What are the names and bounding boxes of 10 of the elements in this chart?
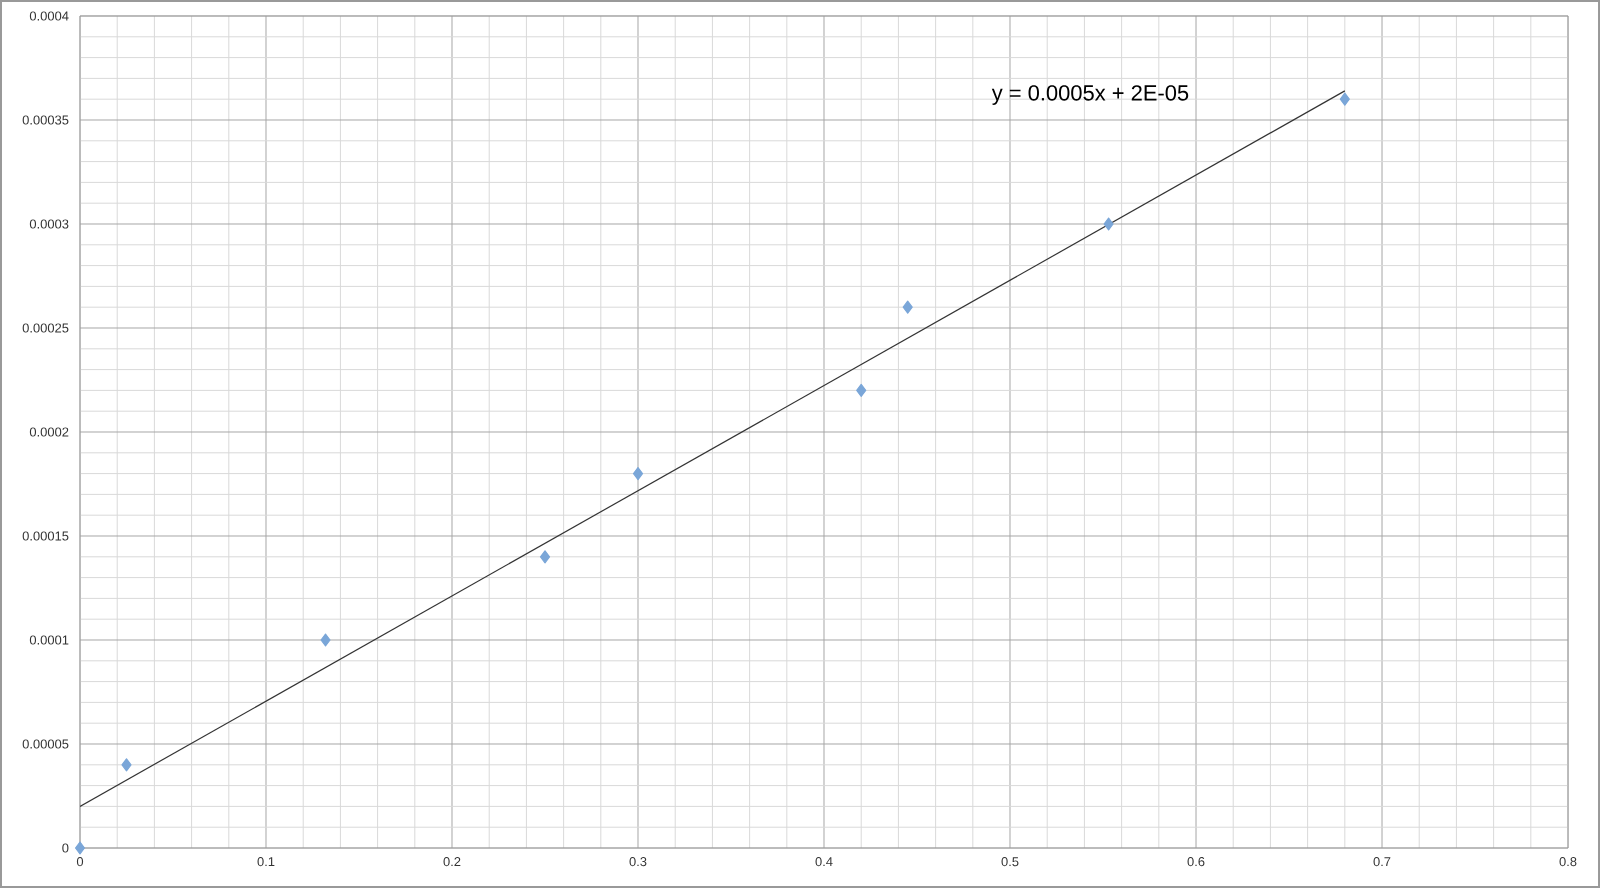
point xyxy=(632,467,644,481)
annotation: y = 0.0005x + 2E-05 xyxy=(991,85,1189,105)
point xyxy=(74,841,86,855)
point xyxy=(1103,217,1114,231)
point xyxy=(539,550,551,564)
point xyxy=(1339,92,1350,106)
point xyxy=(902,300,913,314)
point xyxy=(856,383,867,397)
point xyxy=(121,758,132,772)
point xyxy=(320,633,331,647)
